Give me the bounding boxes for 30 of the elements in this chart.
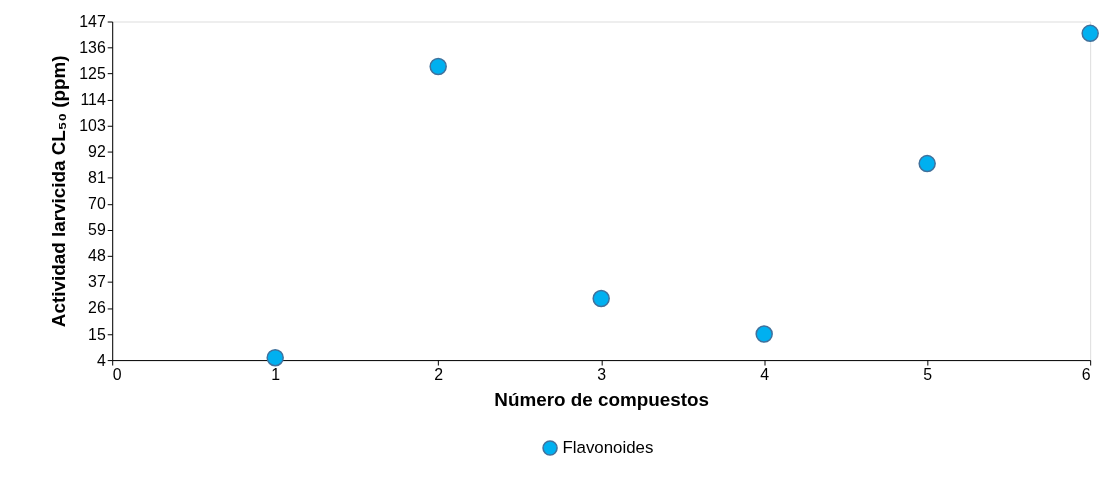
x-tick-label: 0: [112, 366, 122, 384]
y-tick-label: 15: [88, 325, 106, 343]
y-tick-label: 48: [88, 247, 106, 265]
x-tick-label: 5: [923, 366, 933, 384]
point: [755, 325, 773, 343]
y-tick-label: 103: [79, 117, 106, 135]
x-tick-label: 2: [434, 366, 444, 384]
point: [429, 57, 447, 76]
y-tick-label: 125: [79, 65, 106, 83]
point: [592, 289, 610, 308]
y-tick-label: 147: [79, 12, 106, 30]
y-tick-label: 70: [88, 195, 106, 213]
point: [918, 154, 936, 173]
y-tick-label: 26: [88, 299, 106, 317]
y-axis-title: Actividad larvicida CL₅₀ (ppm): [48, 55, 70, 328]
y-tick-label: 136: [79, 39, 106, 57]
y-tick-label: 59: [88, 221, 106, 239]
x-tick-label: 6: [1081, 366, 1091, 384]
y-tick-label: 4: [96, 351, 106, 369]
y-tick-label: 37: [88, 273, 106, 291]
point: [266, 348, 284, 367]
legend-label: Flavonoides: [562, 437, 654, 457]
y-tick-label: 114: [80, 91, 106, 109]
x-axis-title: Número de compuestos: [494, 389, 710, 411]
point: [1081, 24, 1099, 43]
y-tick-label: 92: [88, 143, 106, 161]
x-tick-label: 3: [597, 366, 607, 384]
y-tick-label: 81: [88, 169, 106, 187]
x-tick-label: 4: [760, 366, 770, 384]
x-tick-label: 1: [271, 366, 281, 384]
